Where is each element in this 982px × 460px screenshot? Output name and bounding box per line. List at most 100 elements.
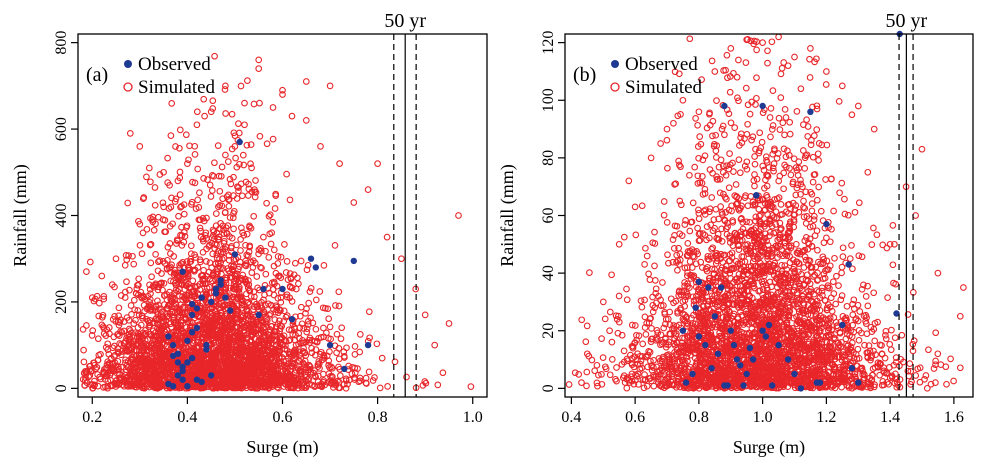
simulated-point (246, 242, 254, 250)
simulated-point (239, 151, 247, 159)
simulated-point (230, 225, 237, 233)
simulated-point (283, 170, 290, 178)
simulated-point (167, 320, 174, 328)
simulated-point (297, 339, 304, 347)
simulated-point (212, 354, 220, 362)
simulated-point (157, 372, 165, 380)
simulated-point (327, 335, 335, 343)
simulated-point (207, 193, 215, 200)
simulated-point (230, 192, 237, 199)
simulated-point (709, 117, 717, 125)
simulated-point (176, 191, 184, 198)
simulated-point (95, 312, 103, 320)
simulated-point (266, 230, 274, 238)
simulated-point (223, 274, 231, 282)
simulated-point (606, 371, 614, 379)
simulated-point (801, 331, 809, 339)
simulated-point (227, 274, 234, 281)
simulated-point (201, 112, 208, 120)
simulated-point (229, 377, 237, 385)
simulated-point (256, 381, 263, 389)
observed-point (288, 316, 296, 323)
simulated-point (177, 203, 184, 211)
simulated-point (131, 369, 139, 377)
simulated-point (193, 121, 201, 129)
simulated-point (335, 288, 343, 296)
simulated-point (126, 130, 134, 137)
simulated-point (79, 326, 87, 333)
simulated-point (125, 346, 133, 354)
simulated-point (222, 243, 230, 250)
simulated-point (302, 117, 310, 124)
simulated-point (166, 346, 174, 354)
simulated-point (224, 366, 231, 374)
simulated-point (306, 334, 314, 342)
simulated-point (255, 356, 263, 364)
simulated-point (374, 160, 381, 167)
simulated-point (278, 354, 286, 361)
simulated-point (342, 377, 350, 384)
simulated-point (467, 383, 475, 390)
simulated-point (356, 377, 364, 385)
simulated-point (725, 110, 733, 118)
simulated-point (211, 52, 218, 60)
simulated-point (159, 199, 167, 207)
simulated-point (230, 353, 237, 361)
simulated-point (303, 305, 310, 313)
simulated-point (223, 324, 231, 331)
simulated-point (104, 364, 111, 372)
simulated-point (335, 363, 342, 371)
simulated-point (218, 348, 226, 356)
simulated-point (257, 302, 264, 310)
simulated-point (226, 175, 234, 183)
simulated-point (265, 384, 273, 392)
simulated-point (326, 82, 334, 90)
simulated-point (235, 382, 242, 390)
simulated-point (104, 346, 112, 353)
simulated-point (116, 370, 123, 378)
observed-point (222, 294, 229, 301)
simulated-point (230, 207, 238, 215)
simulated-point (196, 216, 204, 224)
simulated-point (302, 309, 309, 317)
simulated-point (122, 359, 129, 367)
simulated-point (808, 200, 816, 207)
simulated-point (145, 164, 153, 172)
simulated-point (152, 251, 159, 258)
simulated-point (683, 264, 691, 271)
simulated-point (139, 195, 147, 202)
simulated-point (674, 266, 681, 274)
simulated-point (269, 135, 277, 143)
legend-observed-marker (124, 60, 132, 68)
simulated-point (190, 368, 197, 376)
simulated-point (275, 354, 283, 362)
simulated-point (251, 186, 258, 193)
simulated-point (142, 340, 150, 348)
simulated-point (179, 328, 186, 335)
simulated-point (156, 257, 163, 264)
simulated-point (239, 271, 247, 279)
simulated-point (318, 356, 326, 364)
simulated-point (308, 344, 315, 352)
simulated-point (194, 264, 202, 271)
simulated-point (133, 333, 141, 341)
simulated-point (110, 366, 117, 374)
simulated-point (295, 280, 302, 288)
y-tick-label: 600 (53, 117, 70, 141)
simulated-point (725, 184, 733, 192)
observed-point (217, 281, 224, 288)
simulated-point (194, 196, 202, 204)
simulated-point (167, 277, 175, 285)
simulated-point (176, 126, 184, 134)
simulated-point (312, 296, 320, 304)
simulated-point (152, 220, 159, 228)
simulated-point (151, 375, 159, 383)
simulated-point (660, 211, 668, 219)
simulated-point (142, 330, 150, 337)
observed-point (227, 307, 234, 314)
simulated-point (286, 380, 294, 387)
simulated-point (146, 241, 154, 249)
simulated-point (202, 229, 210, 237)
simulated-point (723, 195, 730, 203)
